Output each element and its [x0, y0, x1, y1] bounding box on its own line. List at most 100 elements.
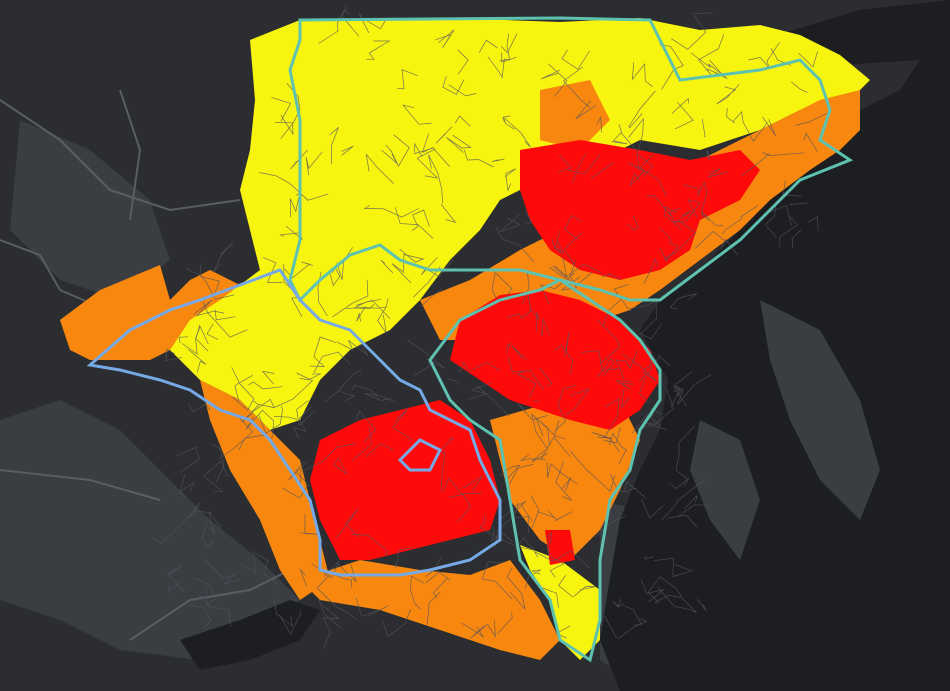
- tract-border-segment: [365, 443, 395, 458]
- tract-border-segment: [615, 350, 638, 380]
- tract-border-segment: [638, 357, 652, 382]
- tract-border-segment: [537, 510, 557, 519]
- tract-border-segment: [618, 618, 648, 639]
- tract-border-segment: [187, 402, 211, 413]
- tract-border-segment: [534, 400, 540, 403]
- tract-border-segment: [273, 597, 293, 627]
- tract-border-segment: [206, 323, 219, 340]
- tract-border-segment: [779, 216, 799, 248]
- tract-border-segment: [765, 201, 777, 238]
- tract-border-segment: [402, 104, 432, 125]
- tract-border-segment: [555, 461, 572, 501]
- tract-border-segment: [788, 202, 808, 205]
- tract-border-segment: [540, 69, 561, 80]
- tract-border-segment: [185, 268, 220, 296]
- tract-border-segment: [332, 279, 369, 318]
- tract-border-segment: [531, 449, 548, 463]
- tract-border-segment: [279, 609, 302, 635]
- tract-border-segment: [554, 511, 573, 522]
- tract-border-segment: [338, 390, 356, 402]
- tract-border-segment: [699, 181, 708, 219]
- tract-border-segment: [411, 209, 430, 231]
- tract-border-segment: [153, 513, 193, 544]
- tract-border-segment: [707, 168, 728, 178]
- tract-border-segment: [366, 40, 391, 60]
- tract-border-segment: [641, 499, 664, 519]
- tract-border-segment: [203, 559, 240, 585]
- tract-border-segment: [554, 257, 568, 278]
- tract-border-segment: [548, 63, 568, 98]
- tract-border-segment: [167, 582, 181, 593]
- tract-border-segment: [628, 90, 656, 129]
- tract-border-segment: [603, 615, 618, 639]
- tract-border-segment: [350, 533, 389, 556]
- tract-border-segment: [240, 555, 256, 574]
- tract-border-segment: [425, 567, 451, 583]
- tract-border-segment: [364, 392, 395, 403]
- tract-border-segment: [251, 398, 275, 413]
- tract-border-segment: [261, 370, 275, 385]
- tract-border-segment: [271, 96, 292, 122]
- tract-border-segment: [524, 210, 533, 225]
- tract-border-segment: [522, 271, 530, 305]
- tract-border-segment: [352, 427, 373, 461]
- tract-border-segment: [639, 167, 668, 197]
- tract-border-segment: [639, 376, 650, 404]
- tract-border-segment: [413, 266, 441, 298]
- tract-border-segment: [644, 555, 655, 560]
- tract-border-segment: [629, 169, 646, 186]
- tract-border-segment: [391, 134, 410, 167]
- tract-border-segment: [632, 414, 661, 434]
- boundary-line-blue: [86, 268, 502, 577]
- tract-border-segment: [175, 446, 200, 473]
- tract-border-segment: [561, 49, 590, 70]
- tract-border-segment: [726, 108, 736, 124]
- tract-border-segment: [201, 521, 215, 548]
- tract-border-segment: [596, 358, 615, 378]
- tract-border-segment: [766, 205, 792, 226]
- tract-border-segment: [670, 387, 682, 408]
- tract-border-segment: [499, 214, 521, 233]
- tract-border-segment: [442, 76, 465, 95]
- tract-border-segment: [701, 118, 706, 138]
- tract-border-segment: [457, 49, 469, 75]
- tract-border-segment: [317, 597, 341, 629]
- tract-border-segment: [596, 116, 602, 133]
- tract-border-segment: [365, 153, 395, 185]
- tract-border-segment: [762, 116, 776, 136]
- tract-border-segment: [476, 385, 510, 417]
- tract-border-segment: [463, 149, 494, 168]
- tract-border-segment: [335, 508, 360, 539]
- tract-border-segment: [564, 331, 570, 357]
- tract-border-segment: [554, 385, 576, 432]
- tract-border-segment: [502, 117, 515, 130]
- tract-border-segment: [530, 495, 540, 529]
- tract-border-segment: [571, 153, 586, 183]
- tract-border-segment: [669, 293, 698, 310]
- tract-border-segment: [667, 514, 698, 528]
- tract-border-segment: [683, 184, 702, 197]
- tract-border-segment: [448, 84, 477, 97]
- tract-border-segment: [309, 336, 336, 367]
- tract-border-segment: [391, 263, 412, 284]
- tract-border-segment: [187, 349, 207, 373]
- tract-border-segment: [674, 199, 701, 223]
- tract-border-segment: [231, 367, 255, 411]
- tract-border-segment: [690, 52, 728, 79]
- tract-border-segment: [563, 66, 591, 108]
- tract-border-segment: [316, 572, 357, 620]
- tract-border-segment: [594, 515, 626, 538]
- red-region[interactable]: [310, 140, 760, 565]
- tract-border-segment: [546, 462, 578, 484]
- tract-border-segment: [557, 155, 572, 173]
- tract-border-segment: [188, 605, 212, 629]
- tract-border-segment: [502, 115, 531, 148]
- tract-border-segment: [533, 550, 590, 569]
- tract-border-segment: [174, 481, 196, 496]
- tract-border-segment: [414, 360, 430, 376]
- tract-border-segment: [443, 477, 472, 523]
- tract-border-segment: [193, 577, 217, 606]
- orange-region[interactable]: [60, 80, 860, 660]
